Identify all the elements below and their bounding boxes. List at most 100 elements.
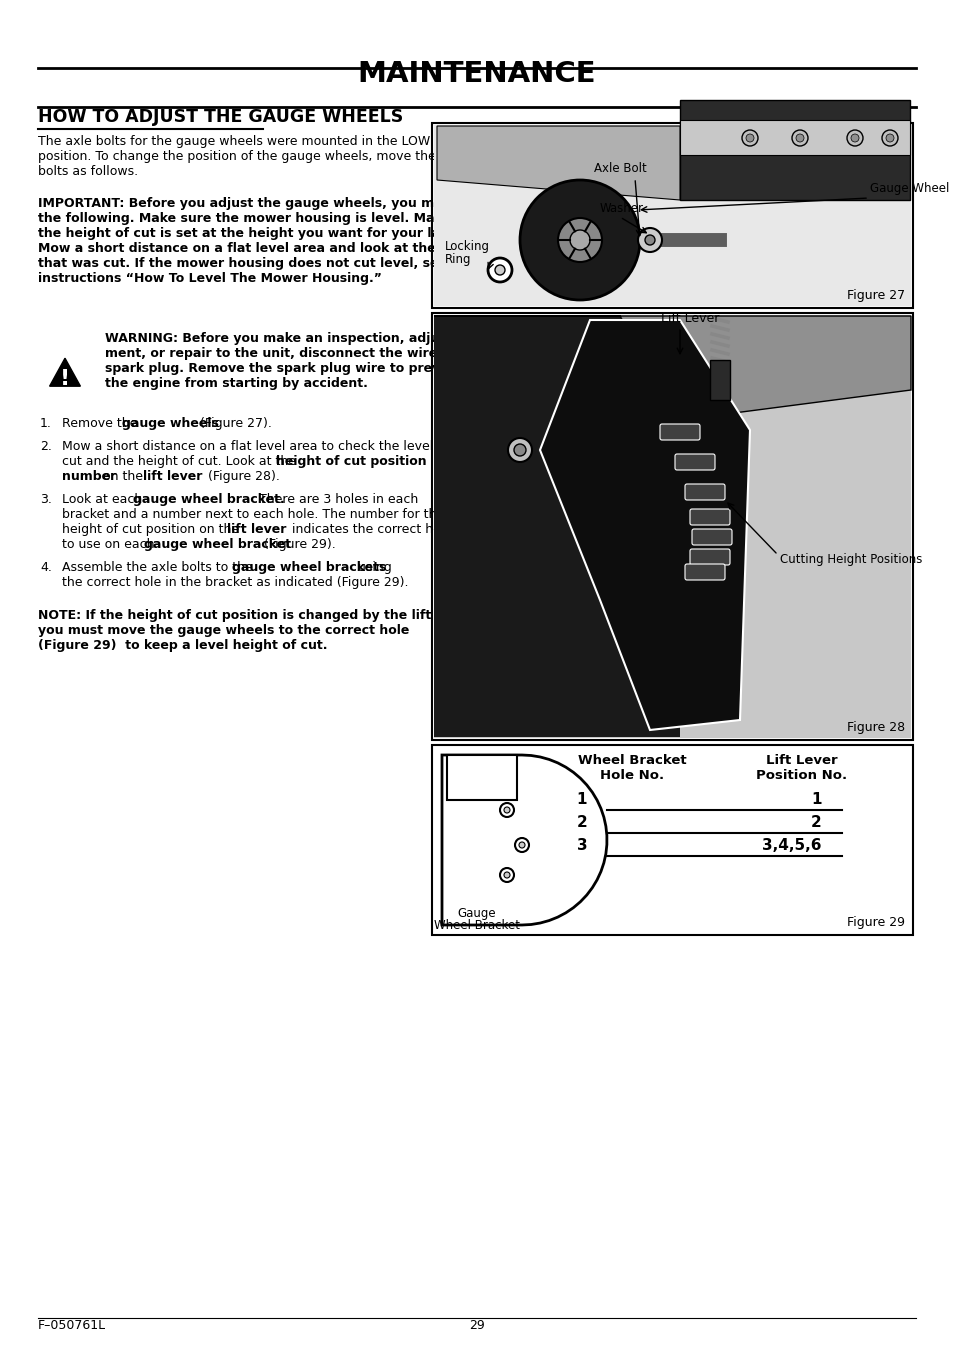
Text: gauge wheel bracket.: gauge wheel bracket. xyxy=(133,492,285,506)
Text: lift lever: lift lever xyxy=(142,469,202,483)
Text: instructions “How To Level The Mower Housing.”: instructions “How To Level The Mower Hou… xyxy=(38,272,381,285)
FancyBboxPatch shape xyxy=(689,509,729,525)
Text: 3.: 3. xyxy=(40,492,51,506)
Circle shape xyxy=(495,264,504,275)
Text: Mow a short distance on a flat level area to check the level of: Mow a short distance on a flat level are… xyxy=(62,440,449,453)
Polygon shape xyxy=(436,125,679,200)
Text: gauge wheels: gauge wheels xyxy=(122,417,219,430)
Text: Position No.: Position No. xyxy=(756,769,846,782)
Circle shape xyxy=(644,235,655,246)
FancyBboxPatch shape xyxy=(684,484,724,500)
Text: Wheel Bracket: Wheel Bracket xyxy=(578,754,685,768)
Circle shape xyxy=(882,130,897,146)
Text: height of cut position on the: height of cut position on the xyxy=(62,523,243,536)
Text: Gauge Wheel: Gauge Wheel xyxy=(869,182,948,196)
Text: Figure 29: Figure 29 xyxy=(846,916,904,929)
Bar xyxy=(679,100,909,200)
Circle shape xyxy=(558,219,601,262)
Text: position. To change the position of the gauge wheels, move the axle: position. To change the position of the … xyxy=(38,150,466,163)
Text: HOW TO ADJUST THE GAUGE WHEELS: HOW TO ADJUST THE GAUGE WHEELS xyxy=(38,108,403,125)
FancyBboxPatch shape xyxy=(689,549,729,565)
Text: Axle Bolt: Axle Bolt xyxy=(593,162,646,175)
Text: indicates the correct hole: indicates the correct hole xyxy=(288,523,452,536)
Bar xyxy=(432,313,912,741)
Text: 3,4,5,6: 3,4,5,6 xyxy=(761,838,821,853)
Text: you must move the gauge wheels to the correct hole: you must move the gauge wheels to the co… xyxy=(38,625,409,637)
Text: that was cut. If the mower housing does not cut level, see the: that was cut. If the mower housing does … xyxy=(38,258,475,270)
Bar xyxy=(447,755,517,800)
Text: the engine from starting by accident.: the engine from starting by accident. xyxy=(105,376,368,390)
Text: 4.: 4. xyxy=(40,561,51,575)
Text: using: using xyxy=(355,561,392,575)
Bar xyxy=(709,360,729,401)
Text: Figure 27: Figure 27 xyxy=(846,289,904,302)
Text: WARNING: Before you make an inspection, adjust-: WARNING: Before you make an inspection, … xyxy=(105,332,457,345)
Text: spark plug. Remove the spark plug wire to prevent: spark plug. Remove the spark plug wire t… xyxy=(105,362,463,375)
Text: (Figure 28).: (Figure 28). xyxy=(203,469,279,483)
Text: cut and the height of cut. Look at the: cut and the height of cut. Look at the xyxy=(62,455,299,468)
Text: Remove the: Remove the xyxy=(62,417,141,430)
Text: gauge wheel brackets: gauge wheel brackets xyxy=(233,561,387,575)
Text: Cutting Height Positions: Cutting Height Positions xyxy=(780,553,922,567)
Text: NOTE: If the height of cut position is changed by the lift lever,: NOTE: If the height of cut position is c… xyxy=(38,608,474,622)
Bar xyxy=(434,125,910,306)
Circle shape xyxy=(850,134,858,142)
Text: 2: 2 xyxy=(576,815,587,830)
Text: Lift Lever: Lift Lever xyxy=(660,312,719,325)
Bar xyxy=(432,745,912,935)
Text: IMPORTANT: Before you adjust the gauge wheels, you must do: IMPORTANT: Before you adjust the gauge w… xyxy=(38,197,477,210)
Text: (Figure 29).: (Figure 29). xyxy=(260,538,335,550)
Text: 29: 29 xyxy=(469,1319,484,1331)
Circle shape xyxy=(846,130,862,146)
Text: bolts as follows.: bolts as follows. xyxy=(38,165,138,178)
Text: bracket and a number next to each hole. The number for the: bracket and a number next to each hole. … xyxy=(62,509,444,521)
Polygon shape xyxy=(434,316,679,737)
Circle shape xyxy=(885,134,893,142)
Text: the height of cut is set at the height you want for your lawn.: the height of cut is set at the height y… xyxy=(38,227,465,240)
Text: number: number xyxy=(62,469,116,483)
Circle shape xyxy=(499,803,514,817)
Text: (Figure 27).: (Figure 27). xyxy=(195,417,272,430)
Circle shape xyxy=(503,871,510,878)
Text: !: ! xyxy=(60,370,70,389)
Circle shape xyxy=(519,179,639,299)
Text: Locking: Locking xyxy=(444,240,490,254)
Polygon shape xyxy=(434,316,910,420)
Text: 3: 3 xyxy=(576,838,587,853)
Text: on the: on the xyxy=(98,469,147,483)
Text: Hole No.: Hole No. xyxy=(599,769,663,782)
Text: MAINTENANCE: MAINTENANCE xyxy=(357,59,596,88)
Text: to use on each: to use on each xyxy=(62,538,158,550)
Circle shape xyxy=(503,807,510,813)
Text: 2.: 2. xyxy=(40,440,51,453)
Circle shape xyxy=(741,130,758,146)
FancyBboxPatch shape xyxy=(684,564,724,580)
Text: Figure 28: Figure 28 xyxy=(846,720,904,734)
Text: Assemble the axle bolts to the: Assemble the axle bolts to the xyxy=(62,561,256,575)
Bar xyxy=(679,120,909,155)
Text: Mow a short distance on a flat level area and look at the area: Mow a short distance on a flat level are… xyxy=(38,241,471,255)
Text: the following. Make sure the mower housing is level. Make sure: the following. Make sure the mower housi… xyxy=(38,212,486,225)
Bar xyxy=(432,123,912,308)
Polygon shape xyxy=(441,755,606,925)
Text: Wheel Bracket: Wheel Bracket xyxy=(434,919,519,932)
Text: ment, or repair to the unit, disconnect the wire to the: ment, or repair to the unit, disconnect … xyxy=(105,347,483,360)
Circle shape xyxy=(488,258,512,282)
Text: F–050761L: F–050761L xyxy=(38,1319,106,1331)
Polygon shape xyxy=(50,359,80,386)
Text: The axle bolts for the gauge wheels were mounted in the LOW cut: The axle bolts for the gauge wheels were… xyxy=(38,135,454,148)
Text: 1: 1 xyxy=(811,792,821,807)
Text: (Figure 29)  to keep a level height of cut.: (Figure 29) to keep a level height of cu… xyxy=(38,639,327,652)
Circle shape xyxy=(569,229,589,250)
Circle shape xyxy=(507,438,532,461)
FancyBboxPatch shape xyxy=(659,424,700,440)
Text: gauge wheel bracket: gauge wheel bracket xyxy=(144,538,292,550)
Text: 1: 1 xyxy=(577,792,587,807)
Text: Washer: Washer xyxy=(599,202,643,214)
Circle shape xyxy=(791,130,807,146)
Text: Gauge: Gauge xyxy=(457,907,496,920)
Text: There are 3 holes in each: There are 3 holes in each xyxy=(255,492,418,506)
Text: lift lever: lift lever xyxy=(227,523,286,536)
Text: the correct hole in the bracket as indicated (Figure 29).: the correct hole in the bracket as indic… xyxy=(62,576,408,590)
Circle shape xyxy=(745,134,753,142)
